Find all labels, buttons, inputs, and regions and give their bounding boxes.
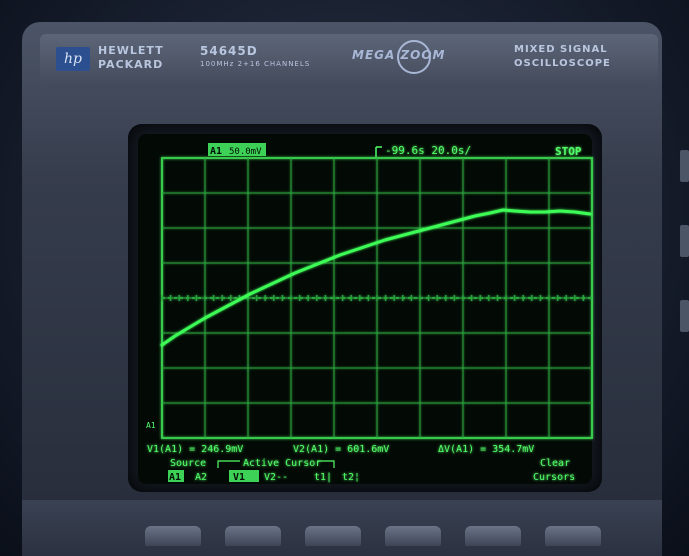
run-status: STOP [555,145,582,158]
readout-v2: V2(A1) = 601.6mV [293,444,389,455]
menu-source-label: Source [170,458,206,469]
menu-v1: V1 [233,472,245,483]
softkey-5[interactable] [465,526,521,546]
side-button-3[interactable] [680,300,689,332]
time-reference-marker [375,146,382,157]
softkey-1[interactable] [145,526,201,546]
graticule-grid [161,157,593,439]
channel-tag: A1 [210,146,222,157]
oscilloscope-screen [138,134,592,484]
model-subtitle: 100MHz 2+16 CHANNELS [200,60,311,68]
softkey-3[interactable] [305,526,361,546]
hp-logo-icon: hp [56,47,90,71]
waveform-trace [160,208,592,347]
menu-clear-line1: Clear [540,458,570,469]
readout-v1: V1(A1) = 246.9mV [147,444,243,455]
side-button-1[interactable] [680,150,689,182]
cursor-v1-highlight [229,470,259,482]
menu-source-a1: A1 [169,472,181,483]
channel-scale: 50.0mV [229,147,262,157]
brand-packard: PACKARD [98,58,164,71]
menu-clear-line2: Cursors [533,472,575,483]
channel-scale-highlight [208,143,266,156]
menu-t2: t2¦ [342,472,360,483]
readout-delta-v: ΔV(A1) = 354.7mV [438,444,534,455]
instrument-type-line2: OSCILLOSCOPE [514,58,611,69]
menu-v2: V2-- [264,472,288,483]
menu-active-cursor-label: Active Cursor [243,458,321,469]
megazoom-circle-icon [397,40,431,74]
active-cursor-bracket [217,460,335,468]
softkey-4[interactable] [385,526,441,546]
model-number: 54645D [200,44,258,58]
menu-source-a2: A2 [195,472,207,483]
menu-t1: t1| [314,472,332,483]
side-button-2[interactable] [680,225,689,257]
instrument-type-line1: MIXED SIGNAL [514,44,608,55]
source-a1-highlight [168,470,184,482]
brand-hewlett: HEWLETT [98,44,164,57]
softkey-6[interactable] [545,526,601,546]
softkey-2[interactable] [225,526,281,546]
ground-marker: A1 [146,421,156,430]
front-panel-header [40,34,658,86]
timebase-readout: -99.6s 20.0s/ [385,144,471,157]
